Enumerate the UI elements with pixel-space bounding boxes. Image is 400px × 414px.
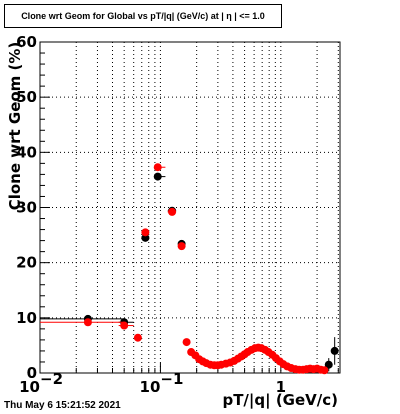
plot-frame	[39, 41, 341, 374]
data-point	[153, 163, 162, 172]
y-tick-label: 50	[16, 88, 37, 106]
data-point	[182, 338, 191, 347]
data-point	[141, 228, 150, 237]
data-point	[324, 360, 333, 369]
data-point	[141, 233, 150, 242]
axes	[39, 41, 341, 374]
chart-title-box: Clone wrt Geom for Global vs pT/|q| (GeV…	[4, 4, 282, 28]
y-axis-title: Clone wrt Geom (%)	[6, 42, 24, 211]
data-point	[177, 242, 186, 251]
y-tick-label: 20	[16, 254, 37, 272]
data-point	[83, 318, 92, 327]
x-tick-label: 10	[19, 378, 40, 396]
data-point	[120, 321, 129, 330]
x-axis-title: pT/|q| (GeV/c)	[222, 391, 338, 410]
y-tick-label: 10	[16, 309, 37, 327]
chart-title: Clone wrt Geom for Global vs pT/|q| (GeV…	[21, 11, 265, 21]
data-point	[153, 172, 162, 181]
y-tick-label: 30	[16, 199, 37, 217]
data-points	[40, 163, 339, 375]
timestamp: Thu May 6 15:21:52 2021	[4, 400, 121, 411]
data-point	[330, 346, 339, 355]
data-point	[133, 333, 142, 342]
data-point	[320, 366, 329, 375]
data-point	[168, 207, 177, 216]
x-tick-exponent: −1	[160, 370, 183, 388]
y-tick-label: 40	[16, 143, 37, 161]
x-tick-exponent: −2	[40, 370, 63, 388]
x-tick-label: 1	[276, 378, 286, 396]
y-tick-label: 0	[27, 364, 37, 382]
x-tick-label: 10	[140, 378, 161, 396]
y-tick-label: 60	[16, 33, 37, 51]
